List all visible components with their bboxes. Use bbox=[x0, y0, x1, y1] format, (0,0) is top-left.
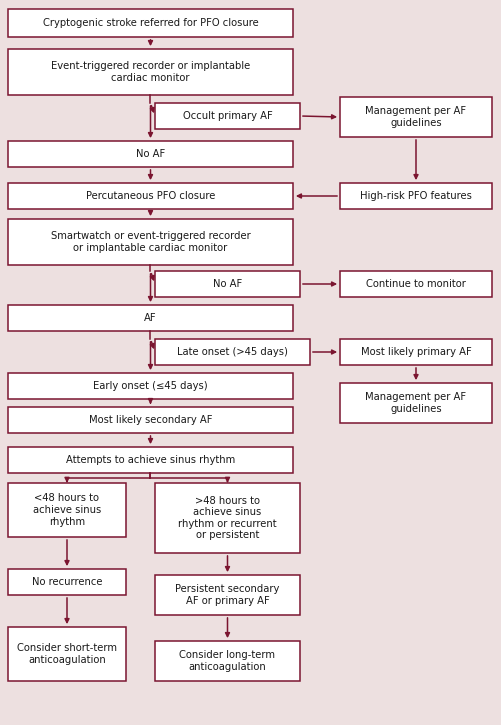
Text: No recurrence: No recurrence bbox=[32, 577, 102, 587]
Bar bbox=[8, 49, 293, 95]
Text: High-risk PFO features: High-risk PFO features bbox=[359, 191, 471, 201]
Bar bbox=[8, 483, 126, 537]
Bar bbox=[8, 183, 293, 209]
Text: Consider short-term
anticoagulation: Consider short-term anticoagulation bbox=[17, 643, 117, 665]
Text: Most likely primary AF: Most likely primary AF bbox=[360, 347, 470, 357]
Bar bbox=[8, 141, 293, 167]
Text: Smartwatch or event-triggered recorder
or implantable cardiac monitor: Smartwatch or event-triggered recorder o… bbox=[51, 231, 250, 253]
Text: Management per AF
guidelines: Management per AF guidelines bbox=[365, 106, 465, 128]
Bar bbox=[155, 271, 300, 297]
Bar bbox=[8, 219, 293, 265]
Text: AF: AF bbox=[144, 313, 156, 323]
Bar bbox=[155, 483, 300, 553]
Bar bbox=[339, 183, 491, 209]
Bar bbox=[155, 103, 300, 129]
Text: Event-triggered recorder or implantable
cardiac monitor: Event-triggered recorder or implantable … bbox=[51, 61, 249, 83]
Text: Most likely secondary AF: Most likely secondary AF bbox=[89, 415, 212, 425]
Text: <48 hours to
achieve sinus
rhythm: <48 hours to achieve sinus rhythm bbox=[33, 494, 101, 526]
Bar bbox=[8, 569, 126, 595]
Bar bbox=[8, 447, 293, 473]
Text: No AF: No AF bbox=[212, 279, 241, 289]
Bar bbox=[8, 9, 293, 37]
Text: Cryptogenic stroke referred for PFO closure: Cryptogenic stroke referred for PFO clos… bbox=[43, 18, 258, 28]
Text: No AF: No AF bbox=[136, 149, 165, 159]
Bar bbox=[339, 97, 491, 137]
Text: Occult primary AF: Occult primary AF bbox=[182, 111, 272, 121]
Bar bbox=[8, 627, 126, 681]
Text: Management per AF
guidelines: Management per AF guidelines bbox=[365, 392, 465, 414]
Text: Attempts to achieve sinus rhythm: Attempts to achieve sinus rhythm bbox=[66, 455, 234, 465]
Bar bbox=[8, 305, 293, 331]
Text: Persistent secondary
AF or primary AF: Persistent secondary AF or primary AF bbox=[175, 584, 279, 606]
Text: Early onset (≤45 days): Early onset (≤45 days) bbox=[93, 381, 207, 391]
Bar bbox=[339, 383, 491, 423]
Bar bbox=[155, 641, 300, 681]
Text: Consider long-term
anticoagulation: Consider long-term anticoagulation bbox=[179, 650, 275, 672]
Text: Continue to monitor: Continue to monitor bbox=[365, 279, 465, 289]
Bar bbox=[155, 575, 300, 615]
Text: Late onset (>45 days): Late onset (>45 days) bbox=[177, 347, 288, 357]
Bar bbox=[155, 339, 310, 365]
Text: >48 hours to
achieve sinus
rhythm or recurrent
or persistent: >48 hours to achieve sinus rhythm or rec… bbox=[178, 496, 276, 540]
Bar bbox=[339, 271, 491, 297]
Bar bbox=[8, 373, 293, 399]
Bar bbox=[8, 407, 293, 433]
Text: Percutaneous PFO closure: Percutaneous PFO closure bbox=[86, 191, 215, 201]
Bar bbox=[339, 339, 491, 365]
